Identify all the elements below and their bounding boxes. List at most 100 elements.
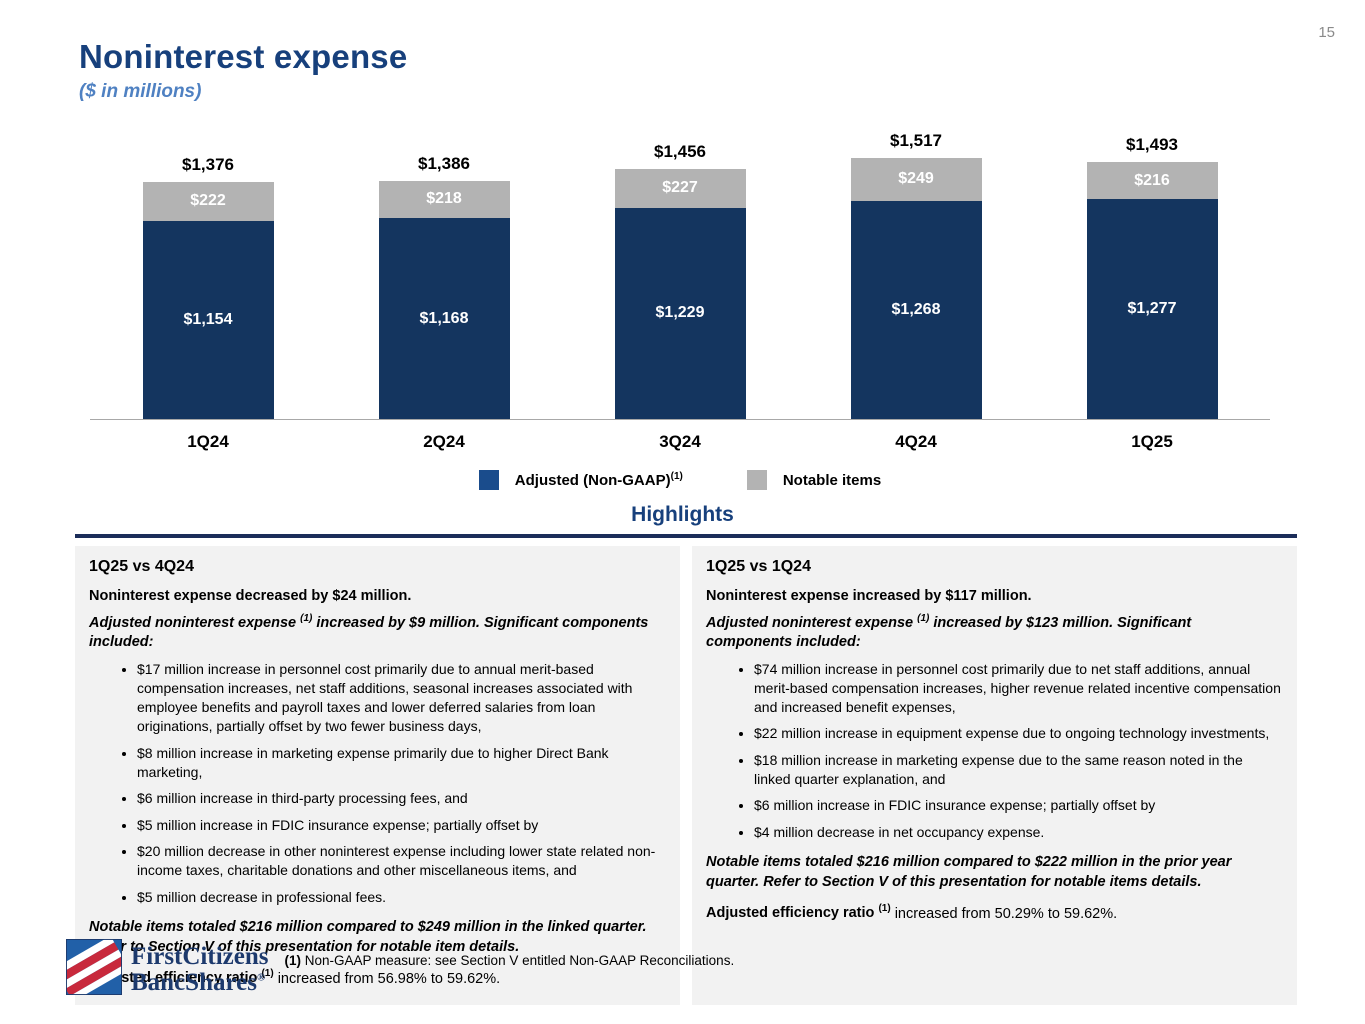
bar-total-label: $1,376 [182,155,234,175]
bullet-item: $17 million increase in personnel cost p… [137,660,664,737]
bar-segment-value: $1,268 [891,300,941,318]
comparison-header-left: 1Q25 vs 4Q24 [89,558,194,575]
x-axis-label: 3Q24 [659,432,701,451]
ratio-value-text: increased from 50.29% to 59.62%. [890,905,1118,922]
lead-statement-right: Noninterest expense increased by $117 mi… [706,588,1032,604]
bar-segment-value: $1,277 [1127,300,1177,318]
efficiency-ratio-note-left: Adjusted efficiency ratio (1) increased … [89,968,664,989]
bar-segment-value: $1,168 [419,309,469,327]
intro-suffix: increased by $123 million. Significant c… [706,614,1192,650]
bar-group-1q24: $1,376 $222 $1,154 [90,155,326,419]
bar-group-3q24: $1,456 $227 $1,229 [562,142,798,419]
bar-segment-value: $222 [190,192,226,210]
x-axis-label: 2Q24 [423,432,465,451]
notable-items-note-right: Notable items totaled $216 million compa… [706,854,1232,891]
bullet-item: $18 million increase in marketing expens… [754,751,1281,790]
highlights-columns: 1Q25 vs 4Q24 Noninterest expense decreas… [75,546,1297,1005]
bar-segment-notable: $216 [1086,162,1218,200]
legend-item: Notable items [746,470,882,490]
slide-footer: FirstCitizens BancShares® (1) Non-GAAP m… [53,935,734,1002]
bullet-item: $4 million decrease in net occupancy exp… [754,823,1281,842]
legend-label: Adjusted (Non-GAAP)(1) [514,471,683,489]
bullet-item: $22 million increase in equipment expens… [754,724,1281,743]
intro-prefix: Adjusted noninterest expense [89,614,301,631]
comparison-header-right: 1Q25 vs 1Q24 [706,558,811,575]
bar-segment-value: $1,154 [183,310,233,328]
efficiency-ratio-note-right: Adjusted efficiency ratio (1) increased … [706,903,1281,924]
highlights-section: Highlights 1Q25 vs 4Q24 Noninterest expe… [0,503,1365,1005]
x-axis-label: 4Q24 [895,432,937,451]
bullet-item: $5 million increase in FDIC insurance ex… [137,816,664,835]
noninterest-expense-chart: $1,376 $222 $1,154 $1,386 $218 $1,168 $1,456 $2… [90,120,1270,490]
notable-legend-swatch [746,470,767,490]
bar-segment-adjusted: $1,268 [850,200,982,419]
flag-logo-icon [53,935,130,1002]
legend-item: Adjusted (Non-GAAP)(1) [478,470,683,490]
bullet-list-right: $74 million increase in personnel cost p… [706,660,1281,843]
footnote-marker: (1) [300,612,313,624]
footnote-marker: (1) [284,953,301,968]
logo-line2: BancShares [131,968,257,996]
bar-segment-adjusted: $1,154 [142,220,274,419]
bullet-item: $6 million increase in third-party proce… [137,789,664,808]
chart-bars: $1,376 $222 $1,154 $1,386 $218 $1,168 $1,456 $2… [90,120,1270,420]
bar-total-label: $1,386 [418,153,470,173]
bar-total-label: $1,456 [654,141,706,161]
chart-legend: Adjusted (Non-GAAP)(1) Notable items [90,470,1270,490]
highlights-divider [75,534,1297,538]
bar-group-1q25: $1,493 $216 $1,277 [1034,135,1270,419]
footnote-marker: (1) [917,612,930,624]
legend-label: Notable items [782,471,882,489]
first-citizens-bancshares-logo: FirstCitizens BancShares® [53,935,268,1002]
page-subtitle: ($ in millions) [79,81,202,102]
bar-group-4q24: $1,517 $249 $1,268 [798,131,1034,419]
bar-segment-adjusted: $1,168 [378,218,510,419]
non-gaap-footnote: (1) Non-GAAP measure: see Section V enti… [284,953,734,968]
logo-line1: FirstCitizens [131,943,269,970]
registered-mark: ® [256,971,266,984]
bullet-item: $5 million decrease in professional fees… [137,888,664,907]
chart-x-axis-row: 1Q24 2Q24 3Q24 4Q24 1Q25 [90,432,1270,452]
logo-wordmark: FirstCitizens BancShares® [131,944,268,995]
ratio-label: Adjusted efficiency ratio [89,970,262,987]
footnote-marker: (1) [261,968,274,980]
intro-prefix: Adjusted noninterest expense [706,614,918,631]
intro-suffix: increased by $9 million. Significant com… [89,614,649,650]
bullet-item: $6 million increase in FDIC insurance ex… [754,796,1281,815]
x-axis-label: 1Q24 [187,432,229,451]
highlights-right-column: 1Q25 vs 1Q24 Noninterest expense increas… [692,546,1297,1005]
bullet-item: $20 million decrease in other noninteres… [137,842,664,881]
page-number: 15 [1318,24,1335,41]
bullet-item: $74 million increase in personnel cost p… [754,660,1281,718]
bar-segment-notable: $249 [850,158,982,201]
bar-segment-notable: $227 [614,168,746,208]
legend-footnote-marker: (1) [670,471,683,482]
page-title: Noninterest expense [79,38,408,75]
bar-segment-value: $218 [426,190,462,208]
lead-statement-left: Noninterest expense decreased by $24 mil… [89,588,412,604]
adjusted-legend-swatch [478,470,499,490]
bar-segment-adjusted: $1,229 [614,207,746,419]
bar-segment-value: $249 [898,170,934,188]
intro-statement-right: Adjusted noninterest expense (1) increas… [706,612,1281,653]
footnote-marker: (1) [878,903,891,915]
highlights-title: Highlights [631,503,734,526]
bar-total-label: $1,493 [1126,135,1178,155]
bar-total-label: $1,517 [890,131,942,151]
bar-segment-adjusted: $1,277 [1086,199,1218,419]
intro-statement-left: Adjusted noninterest expense (1) increas… [89,612,664,653]
bar-group-2q24: $1,386 $218 $1,168 [326,153,562,419]
x-axis-label: 1Q25 [1131,432,1173,451]
bar-segment-value: $216 [1134,171,1170,189]
bullet-item: $8 million increase in marketing expense… [137,744,664,783]
bar-segment-value: $227 [662,179,698,197]
bar-segment-notable: $218 [378,180,510,218]
ratio-value-text: increased from 56.98% to 59.62%. [273,970,501,987]
bar-segment-notable: $222 [142,182,274,221]
bullet-list-left: $17 million increase in personnel cost p… [89,660,664,907]
bar-segment-value: $1,229 [655,304,705,322]
footnote-text: Non-GAAP measure: see Section V entitled… [300,953,735,968]
notable-items-note-left: Notable items totaled $216 million compa… [89,918,647,956]
highlights-left-column: 1Q25 vs 4Q24 Noninterest expense decreas… [75,546,680,1005]
